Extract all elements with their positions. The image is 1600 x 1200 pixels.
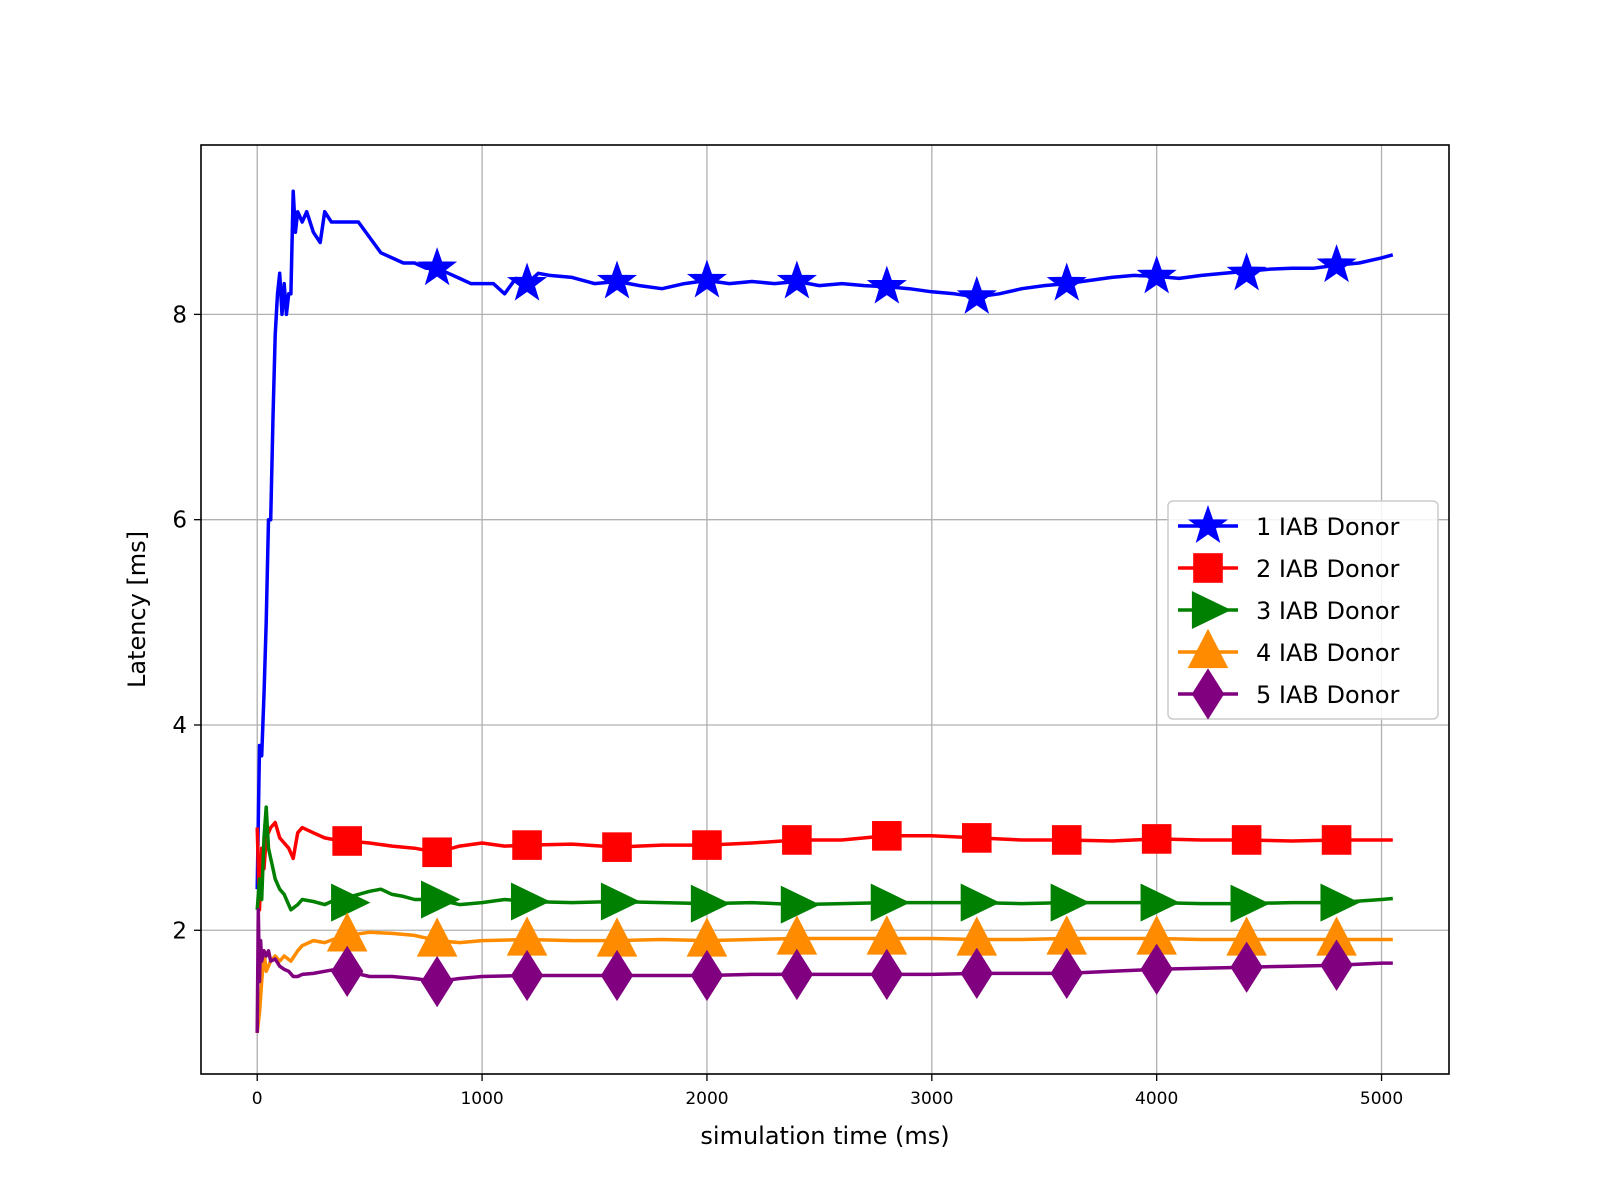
data-point-marker <box>1141 824 1172 854</box>
legend-item: 5 IAB Donor <box>1178 668 1400 720</box>
data-point-marker <box>507 262 548 301</box>
series-3 <box>255 805 1393 924</box>
data-point-marker <box>870 883 911 922</box>
data-point-marker <box>1050 883 1090 922</box>
y-axis-ticks: 2 4 6 8 <box>172 302 201 944</box>
legend-label: 5 IAB Donor <box>1256 681 1400 709</box>
data-point-marker <box>600 949 634 1002</box>
data-point-marker <box>510 949 544 1002</box>
legend-label: 4 IAB Donor <box>1256 639 1400 667</box>
data-point-marker <box>330 945 364 997</box>
data-point-marker <box>690 949 724 1002</box>
data-point-marker <box>776 260 817 299</box>
data-point-marker <box>600 882 641 921</box>
data-point-marker <box>1321 825 1352 855</box>
y-axis-label: Latency [ms] <box>123 531 151 688</box>
data-point-marker <box>1316 244 1357 283</box>
series-5 <box>255 908 1393 1033</box>
data-point-marker <box>1230 941 1263 993</box>
data-point-marker <box>1140 943 1173 995</box>
data-point-marker <box>690 884 731 923</box>
data-point-marker <box>872 821 902 851</box>
legend-marker <box>1188 504 1228 544</box>
data-point-marker <box>510 882 551 921</box>
series-line <box>255 930 1393 1034</box>
series-2 <box>255 820 1393 912</box>
data-point-marker <box>692 830 722 860</box>
data-point-marker <box>1136 255 1177 294</box>
data-point-marker <box>1051 825 1082 855</box>
legend-box <box>1167 500 1439 720</box>
legend-item: 1 IAB Donor <box>1178 504 1400 544</box>
legend-marker <box>1193 553 1223 583</box>
data-point-marker <box>782 825 812 855</box>
legend-item: 4 IAB Donor <box>1178 628 1400 669</box>
data-point-marker <box>602 832 632 862</box>
data-point-marker <box>866 265 907 304</box>
data-point-marker <box>331 883 371 922</box>
data-point-marker <box>421 880 461 919</box>
y-tick-label: 6 <box>172 508 187 534</box>
data-point-marker <box>512 830 542 860</box>
x-tick-label: 0 <box>252 1089 263 1109</box>
x-tick-label: 2000 <box>685 1089 728 1109</box>
legend-label: 1 IAB Donor <box>1256 513 1400 541</box>
data-point-marker <box>961 823 992 853</box>
series-layer <box>255 189 1394 1034</box>
data-point-marker <box>960 947 993 1000</box>
legend-label: 3 IAB Donor <box>1256 597 1400 625</box>
data-point-marker <box>1140 883 1180 922</box>
data-point-marker <box>1320 883 1360 922</box>
data-point-marker <box>956 275 997 314</box>
data-point-marker <box>960 883 1001 922</box>
data-point-marker <box>332 826 362 856</box>
data-point-marker <box>1231 825 1262 855</box>
plot-frame <box>200 144 1450 1075</box>
legend: 1 IAB Donor 2 IAB Donor 3 IAB Donor 4 IAB D… <box>1167 500 1439 720</box>
data-point-marker <box>420 955 454 1008</box>
data-point-marker <box>686 259 727 298</box>
x-tick-label: 3000 <box>910 1089 953 1109</box>
y-tick-label: 8 <box>172 302 187 328</box>
legend-marker <box>1191 668 1225 720</box>
data-point-marker <box>417 247 458 286</box>
x-axis-label: simulation time (ms) <box>700 1122 949 1150</box>
data-point-marker <box>1050 947 1083 1000</box>
data-point-marker <box>597 260 637 299</box>
x-tick-label: 4000 <box>1135 1089 1178 1109</box>
data-point-marker <box>780 948 814 1001</box>
legend-item: 2 IAB Donor <box>1178 553 1400 583</box>
legend-label: 2 IAB Donor <box>1256 555 1400 583</box>
data-point-marker <box>870 948 904 1001</box>
y-tick-label: 2 <box>172 918 187 944</box>
series-line <box>255 820 1393 912</box>
legend-item: 3 IAB Donor <box>1178 591 1400 629</box>
x-axis-ticks: 0 1000 2000 3000 4000 5000 <box>252 1074 1403 1109</box>
data-point-marker <box>1230 884 1270 923</box>
data-point-marker <box>1046 262 1087 301</box>
legend-marker <box>1191 591 1232 629</box>
data-point-marker <box>780 885 821 924</box>
y-tick-label: 4 <box>172 713 187 739</box>
data-point-marker <box>1226 252 1267 291</box>
data-point-marker <box>422 837 452 868</box>
series-1 <box>255 189 1394 890</box>
x-tick-label: 5000 <box>1360 1089 1403 1109</box>
x-tick-label: 1000 <box>460 1089 503 1109</box>
data-point-marker <box>1320 939 1353 991</box>
legend-marker <box>1187 628 1229 669</box>
